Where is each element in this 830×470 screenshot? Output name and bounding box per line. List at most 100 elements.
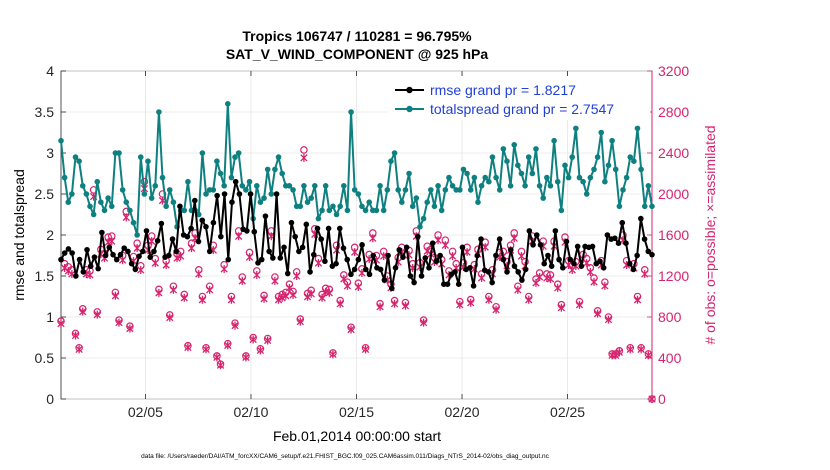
rmse-point [474, 252, 481, 259]
rmse-point [158, 220, 165, 227]
rmse-point [381, 277, 388, 283]
obs-assimilated-point [238, 276, 246, 285]
totalspread-point [224, 101, 231, 107]
rmse-point [210, 219, 217, 226]
obs-assimilated-point [86, 270, 94, 279]
rmse-point [366, 271, 373, 278]
obs-assimilated-point [224, 341, 232, 350]
rmse-point [389, 285, 395, 292]
totalspread-point [359, 203, 365, 210]
obs-assimilated-point [173, 254, 181, 263]
rmse-point [511, 263, 518, 269]
rmse-point [385, 252, 391, 259]
obs-assimilated-point [253, 270, 261, 279]
obs-assimilated-point [390, 299, 399, 308]
rmse-point [69, 250, 75, 256]
rmse-point [106, 244, 113, 251]
obs-assimilated-point [644, 351, 653, 360]
rmse-point [537, 242, 544, 248]
x-tick-label: 02/20 [445, 404, 480, 420]
obs-assimilated-point [590, 277, 598, 286]
totalspread-point [290, 187, 296, 193]
obs-assimilated-point [118, 256, 127, 265]
y-left-tick-label: 2 [46, 227, 54, 243]
legend-rmse-marker [406, 86, 413, 94]
totalspread-point [467, 187, 474, 193]
totalspread-point [166, 187, 173, 193]
y-right-tick-label: 400 [658, 350, 682, 366]
totalspread-point [322, 183, 329, 189]
rmse-point [370, 252, 377, 259]
totalspread-point [221, 183, 227, 189]
totalspread-point [148, 195, 155, 201]
totalspread-point [554, 178, 561, 185]
totalspread-point [645, 183, 652, 189]
obs-assimilated-point [637, 345, 645, 354]
y-left-tick-label: 3 [46, 145, 54, 161]
totalspread-point [312, 183, 318, 189]
rmse-point [500, 256, 507, 263]
rmse-point [322, 258, 328, 265]
obs-assimilated-point [514, 285, 522, 294]
y-left-tick-label: 2.5 [35, 186, 55, 202]
totalspread-point [137, 154, 144, 160]
obs-assimilated-point [282, 291, 290, 300]
totalspread-point [388, 158, 394, 164]
y-right-tick-label: 2000 [658, 186, 689, 202]
obs-assimilated-point [187, 244, 196, 253]
totalspread-point [533, 146, 539, 152]
totalspread-point [406, 170, 412, 177]
obs-assimilated-point [108, 237, 116, 246]
totalspread-point [141, 191, 148, 197]
obs-assimilated-point [510, 234, 518, 243]
totalspread-point [134, 232, 140, 238]
obs-assimilated-point [376, 302, 384, 311]
rmse-point [262, 213, 269, 219]
obs-assimilated-point [347, 325, 355, 334]
totalspread-point [493, 174, 499, 181]
totalspread-point [598, 129, 605, 136]
totalspread-point [257, 199, 264, 205]
rmse-point [645, 248, 652, 255]
totalspread-point [101, 207, 108, 214]
rmse-point [270, 255, 276, 261]
totalspread-point [435, 183, 441, 189]
totalspread-point [475, 199, 481, 205]
y-right-tick-label: 0 [658, 391, 666, 407]
rmse-point [507, 246, 514, 253]
totalspread-point [355, 191, 362, 197]
rmse-point [429, 240, 436, 246]
rmse-point [91, 254, 98, 260]
rmse-point [455, 281, 462, 288]
obs-assimilated-point [300, 153, 308, 162]
obs-assimilated-point [546, 274, 555, 283]
totalspread-point [152, 183, 159, 189]
totalspread-point [449, 183, 456, 189]
obs-assimilated-point [260, 294, 268, 303]
totalspread-point [446, 174, 452, 181]
totalspread-point [562, 162, 568, 169]
data-file-footnote: data file: /Users/raeder/DAI/ATM_forcXX/… [141, 453, 550, 460]
rmse-point [649, 251, 655, 258]
totalspread-point [195, 211, 202, 218]
totalspread-point [119, 187, 126, 193]
totalspread-point [558, 207, 565, 214]
totalspread-point [649, 203, 655, 210]
y-left-tick-label: 1.5 [35, 268, 55, 284]
rmse-point [489, 279, 495, 286]
totalspread-point [94, 178, 101, 185]
totalspread-point [348, 109, 354, 115]
totalspread-point [264, 166, 271, 173]
totalspread-point [515, 162, 521, 169]
rmse-point [292, 233, 298, 240]
rmse-point [559, 265, 566, 271]
obs-assimilated-point [122, 213, 130, 222]
totalspread-point [232, 154, 238, 160]
totalspread-point [391, 150, 398, 156]
legend-spread-marker [406, 105, 413, 113]
totalspread-point [536, 183, 543, 189]
rmse-point [310, 251, 317, 258]
rmse-point [314, 225, 321, 232]
obs-assimilated-point [535, 272, 544, 281]
obs-assimilated-point [318, 293, 326, 302]
